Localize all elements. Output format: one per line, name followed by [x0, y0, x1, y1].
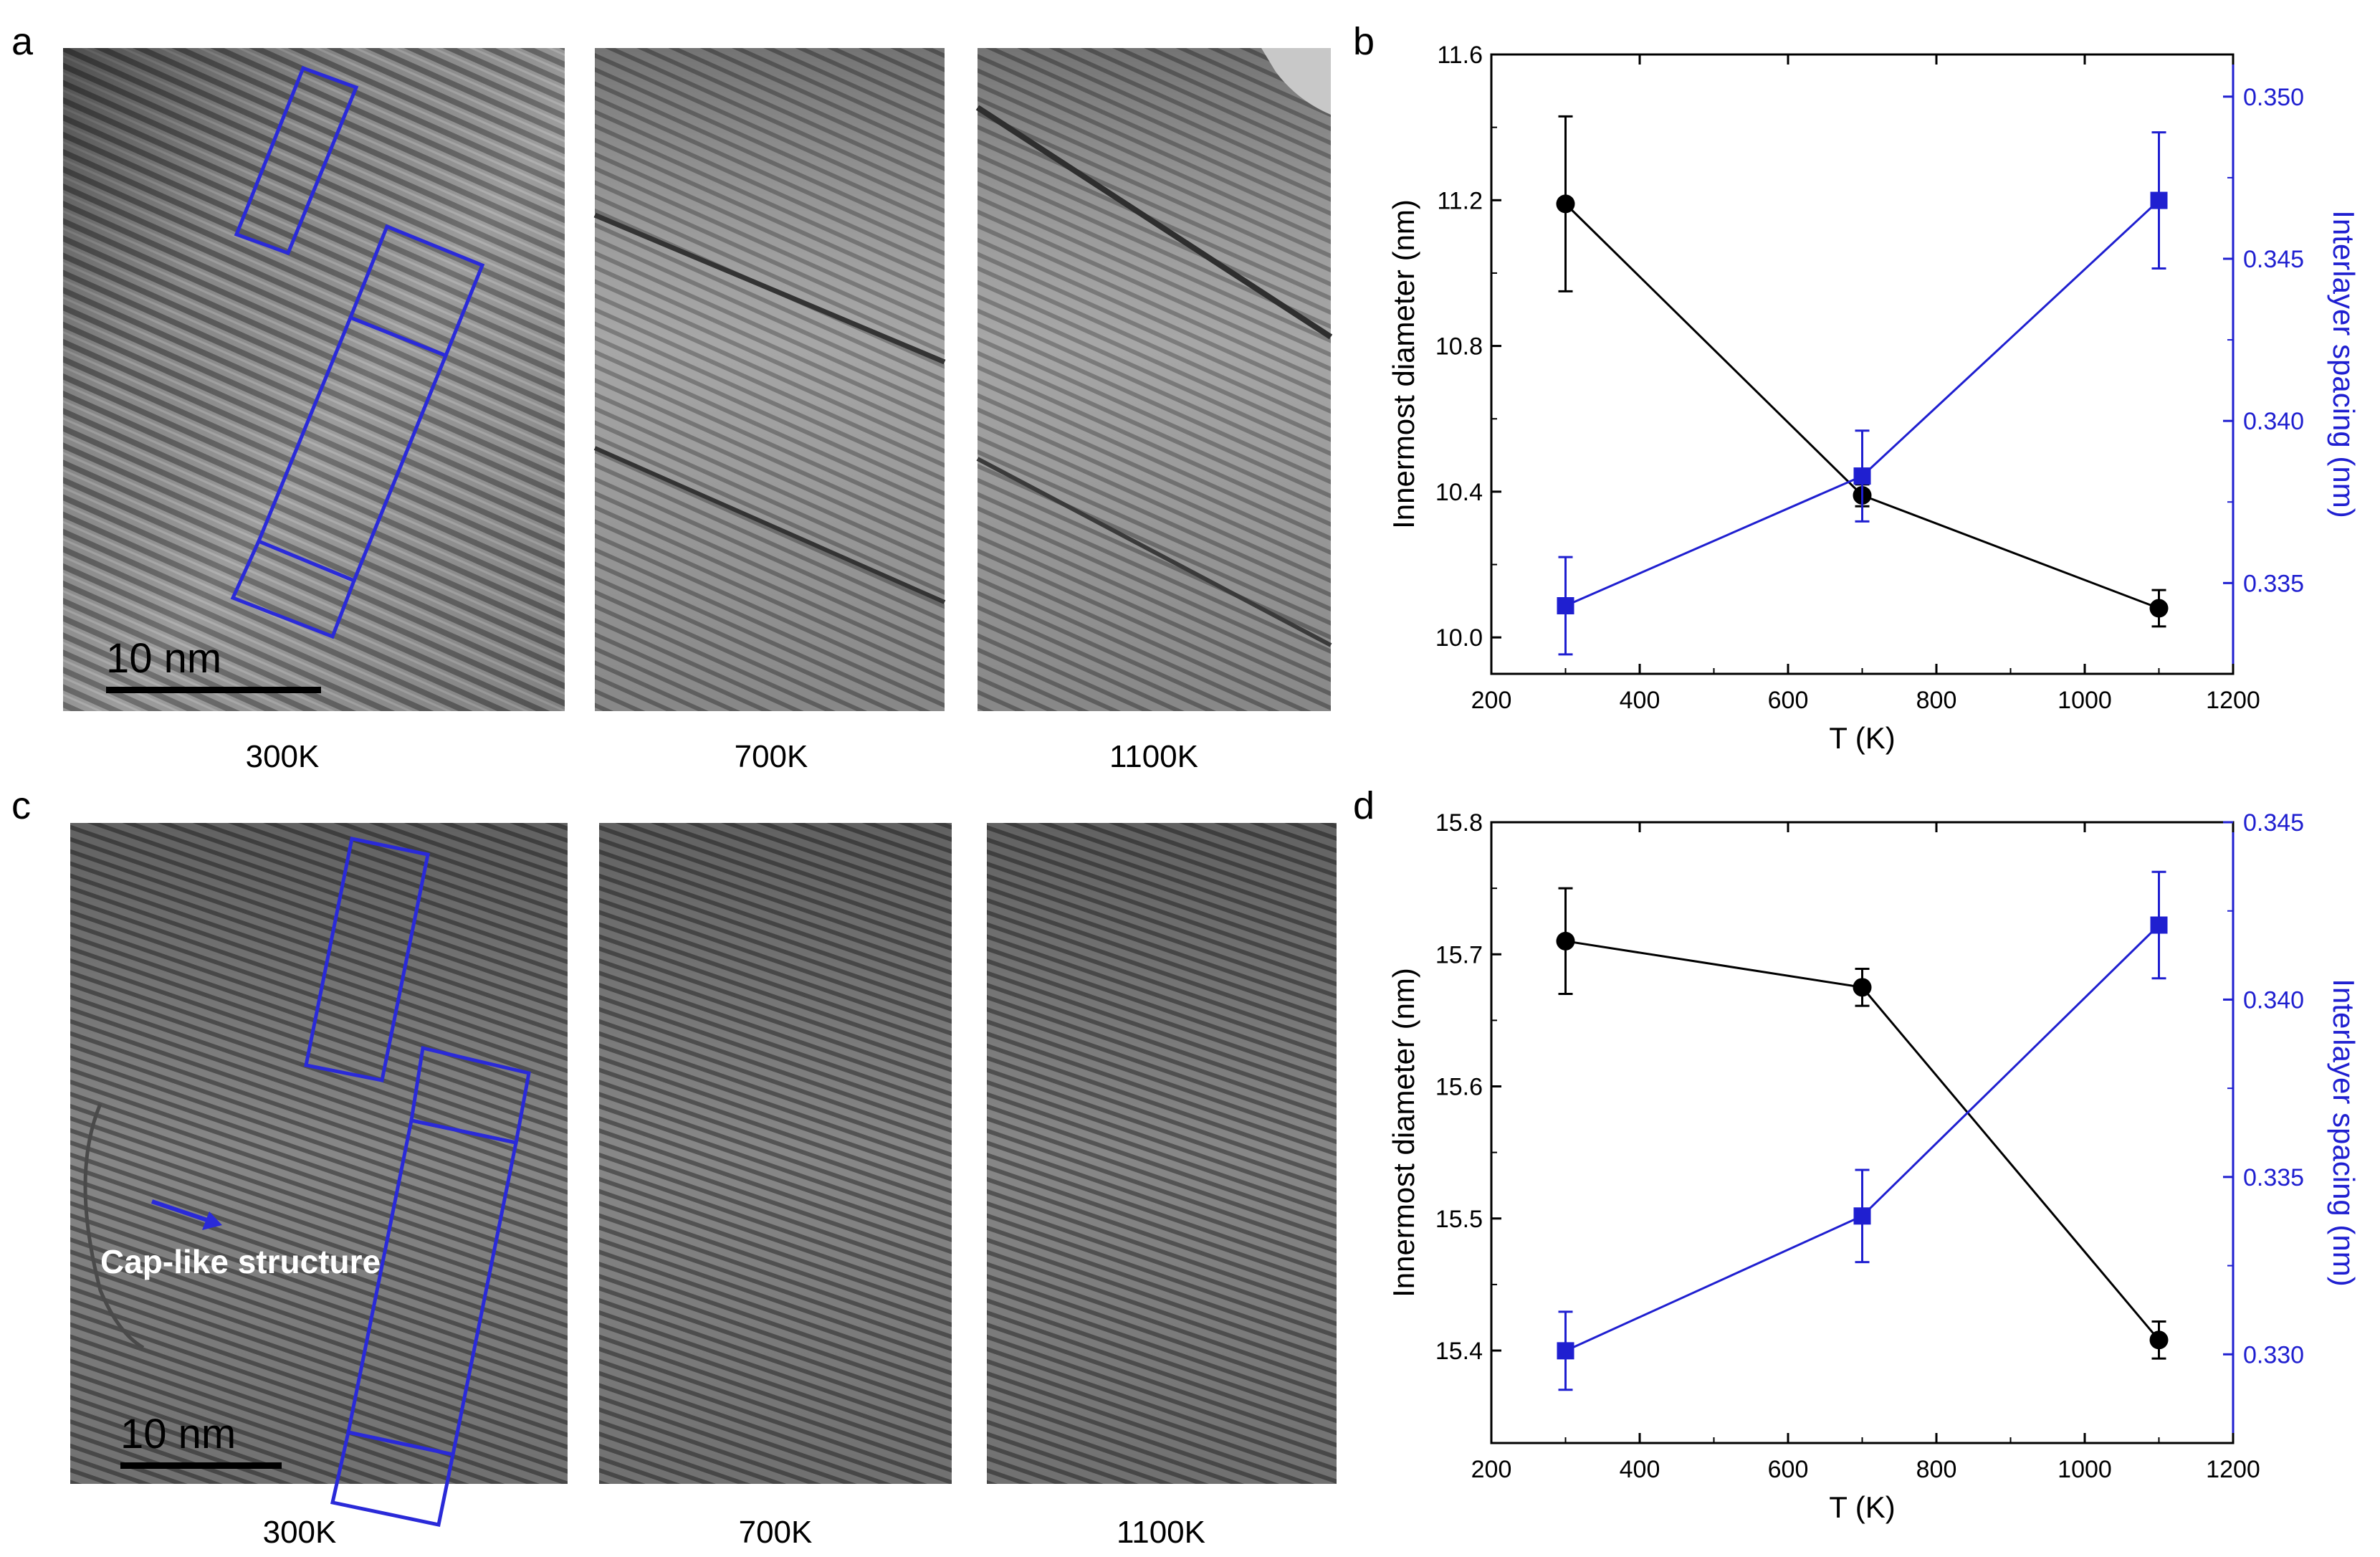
- panel-letter-c: c: [11, 784, 31, 827]
- x-tick-label: 200: [1471, 687, 1512, 714]
- y2-tick-label: 0.335: [2243, 1164, 2304, 1191]
- tem-image-c-700k: [599, 823, 952, 1484]
- diameter-point: [1853, 978, 1872, 997]
- y-tick-label: 11.6: [1437, 42, 1483, 69]
- caption-c-700k: 700K: [739, 1515, 813, 1550]
- scale-bar-label-c: 10 nm: [120, 1411, 236, 1457]
- measurement-boxes-c: [304, 837, 531, 1527]
- diameter-point: [1556, 931, 1575, 951]
- caption-c-1100k: 1100K: [1117, 1515, 1205, 1550]
- x-tick-label: 600: [1768, 687, 1809, 714]
- scale-bar-a: [106, 687, 321, 693]
- tem-image-c-1100k: [987, 823, 1337, 1484]
- x-tick-label: 800: [1916, 1456, 1957, 1483]
- tem-image-a-300k: [63, 48, 565, 711]
- panel-letter-a: a: [11, 20, 34, 63]
- x-tick-label: 800: [1916, 687, 1957, 714]
- arrowhead-icon: [202, 1211, 222, 1230]
- y-tick-label: 10.0: [1435, 624, 1483, 652]
- x-tick-label: 400: [1620, 687, 1660, 714]
- spacing-point: [2150, 916, 2168, 934]
- measurement-boxes-a: [230, 65, 485, 639]
- caption-a-300k: 300K: [246, 739, 320, 774]
- x-tick-label: 600: [1768, 1456, 1809, 1483]
- y-tick-label: 10.4: [1435, 479, 1483, 506]
- y-tick-label: 15.5: [1435, 1206, 1483, 1233]
- scale-bar-c: [120, 1462, 282, 1469]
- y2-tick-label: 0.330: [2243, 1341, 2304, 1368]
- y-axis-title: Innermost diameter (nm): [1387, 968, 1420, 1298]
- x-tick-label: 200: [1471, 1456, 1512, 1483]
- spacing-point: [1557, 1342, 1574, 1360]
- arrow-icon: [151, 1199, 210, 1223]
- y-tick-label: 15.7: [1435, 941, 1483, 968]
- scale-bar-label-a: 10 nm: [106, 635, 221, 682]
- caption-a-1100k: 1100K: [1109, 739, 1198, 774]
- y2-tick-label: 0.345: [2243, 809, 2304, 837]
- y2-tick-label: 0.340: [2243, 986, 2304, 1014]
- y-axis-title: Innermost diameter (nm): [1387, 199, 1420, 529]
- diameter-point: [2149, 1330, 2169, 1350]
- panel-letter-d: d: [1353, 784, 1375, 827]
- caption-c-300k: 300K: [263, 1515, 337, 1550]
- diameter-series-line: [1564, 203, 2160, 609]
- spacing-point: [1853, 467, 1871, 485]
- x-tick-label: 1000: [2058, 1456, 2112, 1483]
- spacing-series-line: [1564, 199, 2160, 607]
- y-tick-label: 15.8: [1435, 809, 1483, 837]
- x-tick-label: 1200: [2206, 1456, 2260, 1483]
- plot-frame: [1490, 821, 2235, 1444]
- y2-axis-title: Interlayer spacing (nm): [2327, 210, 2361, 518]
- plot-frame: [1490, 53, 2235, 675]
- caption-a-700k: 700K: [735, 739, 808, 774]
- y2-tick-label: 0.350: [2243, 84, 2304, 111]
- x-tick-label: 1200: [2206, 687, 2260, 714]
- y2-tick-label: 0.335: [2243, 570, 2304, 597]
- tem-image-c-300k: [70, 823, 568, 1527]
- y-tick-label: 10.8: [1435, 333, 1483, 361]
- y2-axis-title: Interlayer spacing (nm): [2327, 979, 2361, 1287]
- x-axis-title: T (K): [1829, 1490, 1896, 1524]
- diameter-point: [1556, 194, 1575, 214]
- cap-like-annotation: Cap-like structure: [100, 1243, 381, 1280]
- y-tick-label: 15.4: [1435, 1338, 1483, 1365]
- spacing-point: [1557, 597, 1574, 615]
- panel-letter-b: b: [1353, 20, 1375, 63]
- tem-image-a-700k: [593, 48, 946, 711]
- tem-image-a-1100k: [975, 48, 1333, 711]
- x-tick-label: 400: [1620, 1456, 1660, 1483]
- x-axis-title: T (K): [1829, 721, 1896, 755]
- y2-tick-label: 0.345: [2243, 246, 2304, 273]
- y2-tick-label: 0.340: [2243, 408, 2304, 435]
- diameter-point: [2149, 599, 2169, 618]
- x-tick-label: 1000: [2058, 687, 2112, 714]
- chart-d: 200 400 600 800 1000 1200 15.4 15.5 15.6 15.7 15.8…: [1387, 809, 2361, 1524]
- y-tick-label: 15.6: [1435, 1074, 1483, 1101]
- chart-b: 200 400 600 800 1000 1200 10.0 10.4 10.8 11.2 11.6…: [1387, 42, 2361, 755]
- y-tick-label: 11.2: [1437, 187, 1483, 214]
- spacing-point: [2150, 191, 2168, 209]
- spacing-point: [1853, 1207, 1871, 1225]
